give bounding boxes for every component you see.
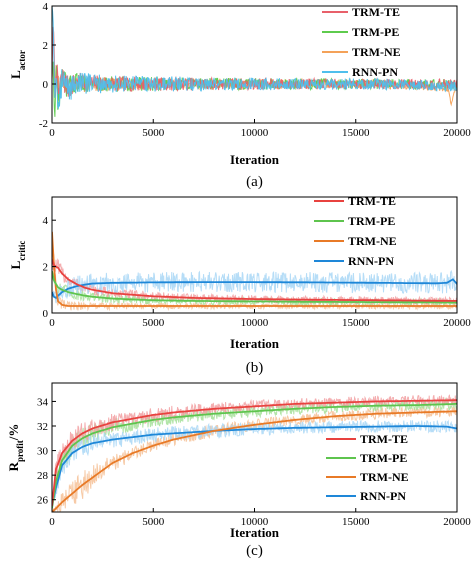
y-axis-title-main: R (6, 461, 21, 471)
legend-label-trm-ne: TRM-NE (352, 45, 401, 59)
y-axis-title: Lcritic (8, 241, 27, 270)
legend-label-rnn-pn: RNN-PN (360, 489, 406, 503)
legend-label-trm-te: TRM-TE (348, 194, 396, 208)
panel-caption: (c) (246, 543, 263, 559)
y-axis-title-subscript: actor (17, 50, 27, 70)
x-tick-label: 10000 (241, 127, 269, 139)
chart-panel-3: 0 5000 10000 15000 20000 26 28 30 32 34 Iteration R… (6, 382, 471, 559)
series-trm-ne-trend-line (52, 231, 457, 307)
x-axis-title: Iteration (230, 336, 280, 351)
x-tick-label: 10000 (241, 317, 269, 329)
y-axis-title-subscript: critic (17, 241, 27, 261)
legend-label-trm-ne: TRM-NE (348, 234, 397, 248)
y-axis-title-main: L (8, 70, 23, 79)
x-tick-label: 5000 (142, 127, 165, 139)
y-tick-label: 4 (43, 215, 49, 227)
series-trm-te-raw-line (52, 394, 457, 508)
y-tick-label: 2 (43, 40, 49, 52)
legend-label-trm-ne: TRM-NE (360, 470, 409, 484)
series-trm-te-trend-line (52, 399, 457, 506)
x-tick-label: 5000 (142, 516, 165, 528)
legend-label-trm-pe: TRM-PE (348, 214, 395, 228)
y-tick-label: 2 (43, 262, 49, 274)
legend: TRM-TE TRM-PE TRM-NE RNN-PN (322, 5, 401, 79)
axes-frame (51, 196, 458, 314)
y-tick-label: 34 (37, 396, 49, 408)
y-axis-title: Rprofit/% (6, 424, 25, 472)
x-tick-label: 15000 (342, 127, 370, 139)
y-tick-label: 4 (43, 1, 49, 13)
x-tick-label: 20000 (443, 516, 471, 528)
y-tick-label: 0 (43, 79, 49, 91)
y-tick-label: 0 (43, 308, 49, 320)
panel-caption: (a) (246, 174, 263, 190)
y-axis-title-unit: /% (6, 424, 21, 442)
x-tick-label: 15000 (342, 516, 370, 528)
panel-caption: (b) (246, 360, 264, 376)
legend-label-trm-pe: TRM-PE (352, 25, 399, 39)
x-tick-label: 20000 (443, 317, 471, 329)
series-trm-te-trend-line (52, 259, 457, 302)
y-axis-title: Lactor (8, 50, 27, 79)
x-tick-label: 5000 (142, 317, 165, 329)
series-rnn-pn-trend-line (52, 425, 457, 507)
x-tick-label: 20000 (443, 127, 471, 139)
plot-area (52, 6, 457, 117)
series-trm-pe-trend-line (52, 402, 457, 509)
series-trm-ne-trend-line (52, 410, 457, 512)
x-axis-title: Iteration (230, 152, 280, 167)
series-trm-pe-trend-line (52, 271, 457, 304)
series-rnn-pn-trend-line (52, 278, 457, 300)
chart-panel-2: 0 5000 10000 15000 20000 0 2 4 Iteration Lcritic T… (8, 194, 471, 376)
y-axis-title-subscript: profit (15, 440, 25, 462)
x-tick-label: 0 (49, 516, 55, 528)
legend-label-rnn-pn: RNN-PN (348, 254, 394, 268)
x-tick-label: 0 (49, 317, 55, 329)
y-axis-title-main: L (8, 260, 23, 269)
legend-label-trm-te: TRM-TE (352, 5, 400, 19)
legend-label-trm-te: TRM-TE (360, 432, 408, 446)
x-tick-label: 10000 (241, 516, 269, 528)
y-tick-label: 28 (37, 470, 49, 482)
plot-area (52, 394, 457, 512)
x-tick-label: 15000 (342, 317, 370, 329)
legend: TRM-TE TRM-PE TRM-NE RNN-PN (326, 432, 409, 503)
y-tick-label: 32 (37, 421, 48, 433)
series-trm-te-raw-line (52, 258, 457, 307)
plot-area (52, 231, 457, 312)
series-rnn-pn-raw-line (52, 6, 457, 110)
legend: TRM-TE TRM-PE TRM-NE RNN-PN (314, 194, 397, 268)
legend-label-trm-pe: TRM-PE (360, 451, 407, 465)
y-tick-label: -2 (39, 118, 48, 130)
x-tick-label: 0 (49, 127, 55, 139)
x-axis-title: Iteration (230, 525, 280, 540)
y-tick-label: 30 (37, 446, 49, 458)
legend-label-rnn-pn: RNN-PN (352, 65, 398, 79)
chart-panel-1: 0 5000 10000 15000 20000-2024IterationLactor… (8, 1, 471, 190)
y-tick-label: 26 (37, 495, 49, 507)
series-rnn-pn-raw-line (52, 269, 457, 304)
